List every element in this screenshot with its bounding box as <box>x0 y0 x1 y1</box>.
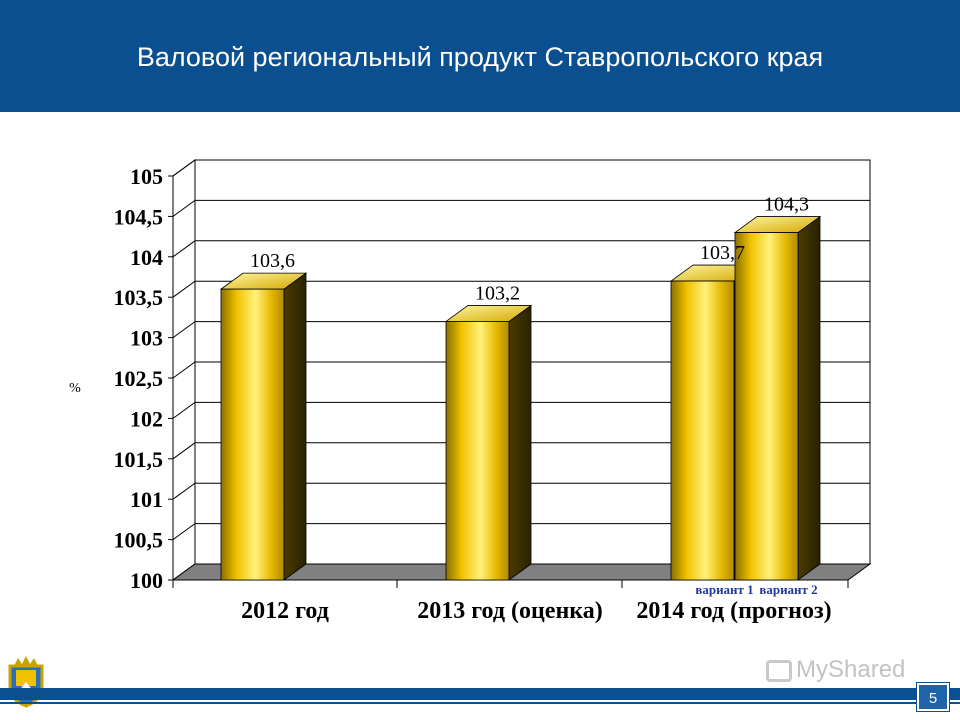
y-tick-label: 103,5 <box>114 285 164 310</box>
watermark-icon <box>766 659 792 682</box>
data-label: 103,7 <box>700 242 745 264</box>
y-tick-label: 102,5 <box>114 366 164 391</box>
y-axis: 100 100,5 101 101,5 102 102,5 103 103,5 104 104,5… <box>114 164 174 593</box>
gridline <box>172 199 870 217</box>
y-axis-label: % <box>69 381 81 396</box>
bar-face <box>445 321 510 581</box>
y-tick-label: 102 <box>130 406 163 431</box>
bar <box>733 215 822 581</box>
bar <box>444 304 533 581</box>
data-label: 103,2 <box>475 282 520 304</box>
footer-bar <box>0 688 960 700</box>
x-category-label: 2013 год (оценка) <box>417 598 603 624</box>
x-axis-labels: 2012 год 2013 год (оценка) 2014 год (прогн… <box>172 580 849 624</box>
y-tick-label: 100,5 <box>114 528 164 553</box>
y-tick-label: 104,5 <box>114 204 164 229</box>
gridline <box>172 523 870 541</box>
gridlines <box>172 159 870 581</box>
data-label: 104,3 <box>764 194 809 216</box>
y-tick-label: 101 <box>130 487 163 512</box>
bar-side <box>797 215 821 581</box>
gridline <box>172 361 870 379</box>
gridline <box>172 442 870 460</box>
bar-sublabel: вариант 1 <box>695 582 753 597</box>
gridline <box>172 401 870 419</box>
bar-chart: 100 100,5 101 101,5 102 102,5 103 103,5 104 104,5… <box>69 159 872 624</box>
bars <box>219 215 822 581</box>
y-tick-label: 105 <box>130 164 163 189</box>
x-category-label: 2012 год <box>241 598 329 624</box>
gridline <box>172 280 870 298</box>
gridline <box>172 159 870 177</box>
header-bar: Валовой региональный продукт Ставропольс… <box>0 0 960 112</box>
y-tick-label: 104 <box>130 245 163 270</box>
x-category-label: 2014 год (прогноз) <box>636 598 831 624</box>
page-title: Валовой региональный продукт Ставропольс… <box>136 42 824 72</box>
footer-line <box>0 702 960 704</box>
y-tick-label: 101,5 <box>114 447 164 472</box>
page-number: 5 <box>917 683 949 711</box>
y-tick-label: 103 <box>130 326 163 351</box>
bar-face <box>220 288 285 581</box>
bar-side <box>508 304 532 581</box>
watermark: MyShared <box>766 656 905 684</box>
bar <box>219 272 308 581</box>
data-labels: 103,6 103,2 103,7 вариант 1 104,3 вариант 2 <box>250 194 818 597</box>
gridline <box>172 321 870 339</box>
watermark-text: MyShared <box>796 656 906 683</box>
gridline <box>172 482 870 500</box>
coat-of-arms-icon <box>8 656 44 708</box>
bar-sublabel: вариант 2 <box>759 582 817 597</box>
gridline <box>172 240 870 258</box>
data-label: 103,6 <box>250 250 295 272</box>
bar-face <box>670 280 735 581</box>
y-tick-label: 100 <box>130 568 163 593</box>
bar-face <box>734 232 799 581</box>
bar-side <box>283 272 307 581</box>
